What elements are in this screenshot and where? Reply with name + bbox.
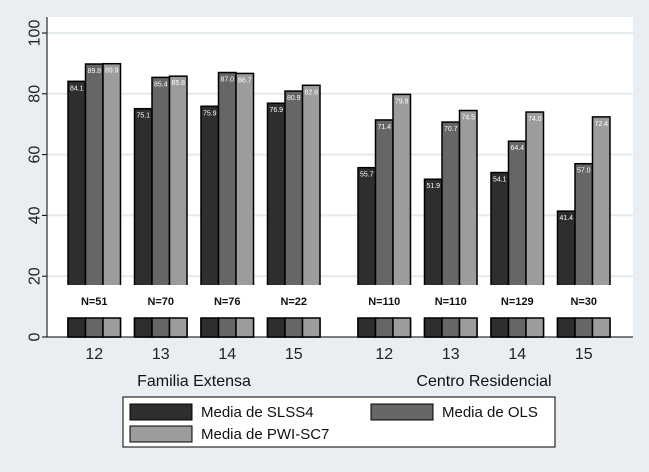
bar-base (200, 317, 220, 338)
bar-base (507, 317, 527, 338)
bar-value-label: 89.9 (105, 68, 119, 75)
n-label: N=129 (501, 296, 534, 308)
bar-base (266, 317, 286, 338)
bar-base (84, 317, 104, 338)
bar-base (67, 317, 87, 338)
x-tick-label: 12 (85, 346, 103, 363)
bar-base (591, 317, 611, 338)
bar-value-label: 51.9 (426, 183, 440, 190)
bar-value-label: 54.1 (493, 177, 507, 184)
bar-value-label: 41.4 (559, 215, 573, 222)
group-label: Centro Residencial (416, 373, 551, 390)
bar-base (217, 317, 237, 338)
bar-base (133, 317, 153, 338)
bar-value-label: 72.4 (594, 121, 608, 128)
bar-base (168, 317, 188, 338)
bar-value-label: 74.0 (528, 116, 542, 123)
bar-value-label: 74.5 (461, 115, 475, 122)
y-tick-label: 80 (27, 85, 44, 103)
n-label: N=110 (368, 296, 400, 308)
x-tick-label: 15 (575, 346, 593, 363)
n-label: N=76 (214, 296, 241, 308)
legend-swatch (129, 403, 193, 421)
x-tick-label: 15 (285, 346, 303, 363)
bar-value-label: 87.0 (220, 77, 234, 84)
bar-base (574, 317, 594, 338)
x-tick-label: 12 (375, 346, 393, 363)
bar-value-label: 85.8 (171, 80, 185, 87)
bar-base (556, 317, 576, 338)
group-label: Familia Extensa (137, 373, 251, 390)
legend-label: Media de OLS (442, 404, 538, 421)
bar-value-label: 85.4 (154, 81, 168, 88)
bar-base (374, 317, 394, 338)
y-tick-label: 100 (27, 20, 44, 47)
y-tick-label: 0 (27, 332, 44, 341)
n-label: N=30 (570, 296, 597, 308)
legend-label: Media de PWI-SC7 (201, 426, 329, 443)
bar-base (423, 317, 443, 338)
bar-value-label: 89.8 (87, 68, 101, 75)
legend-label: Media de SLSS4 (201, 404, 314, 421)
bar-base (392, 317, 412, 338)
bar-base (441, 317, 461, 338)
bar-value-label: 76.9 (269, 107, 283, 114)
bar-value-label: 70.7 (444, 126, 458, 133)
legend-swatch (129, 425, 193, 443)
bar-base (490, 317, 510, 338)
bar-value-label: 75.1 (136, 113, 150, 120)
legend-swatch (370, 403, 434, 421)
bar-base (151, 317, 171, 338)
y-tick-label: 20 (27, 267, 44, 285)
bar-value-label: 57.0 (577, 168, 591, 175)
bar-value-label: 55.7 (360, 172, 374, 179)
bar-base (235, 317, 255, 338)
y-tick-label: 60 (27, 146, 44, 164)
bar-value-label: 71.4 (377, 124, 391, 131)
n-label: N=51 (81, 296, 108, 308)
y-tick-label: 40 (27, 206, 44, 224)
n-label: N=70 (147, 296, 174, 308)
bar-value-label: 64.4 (510, 145, 524, 152)
bar-base (301, 317, 321, 338)
bar-value-label: 86.7 (238, 77, 252, 84)
bar-base (284, 317, 304, 338)
n-label: N=22 (280, 296, 307, 308)
bar-base (458, 317, 478, 338)
bar-value-label: 84.1 (70, 85, 84, 92)
bar-value-label: 75.9 (203, 110, 217, 117)
x-tick-label: 14 (508, 346, 526, 363)
bar-value-label: 82.8 (304, 89, 318, 96)
n-label-band (48, 285, 633, 318)
bar-base (357, 317, 377, 338)
bar-base (525, 317, 545, 338)
bar-value-label: 80.9 (287, 95, 301, 102)
x-tick-label: 13 (442, 346, 460, 363)
x-tick-label: 13 (152, 346, 170, 363)
legend-box (122, 396, 556, 448)
n-label: N=110 (435, 296, 467, 308)
bar-base (102, 317, 122, 338)
x-tick-label: 14 (218, 346, 236, 363)
bar-value-label: 79.8 (395, 98, 409, 105)
